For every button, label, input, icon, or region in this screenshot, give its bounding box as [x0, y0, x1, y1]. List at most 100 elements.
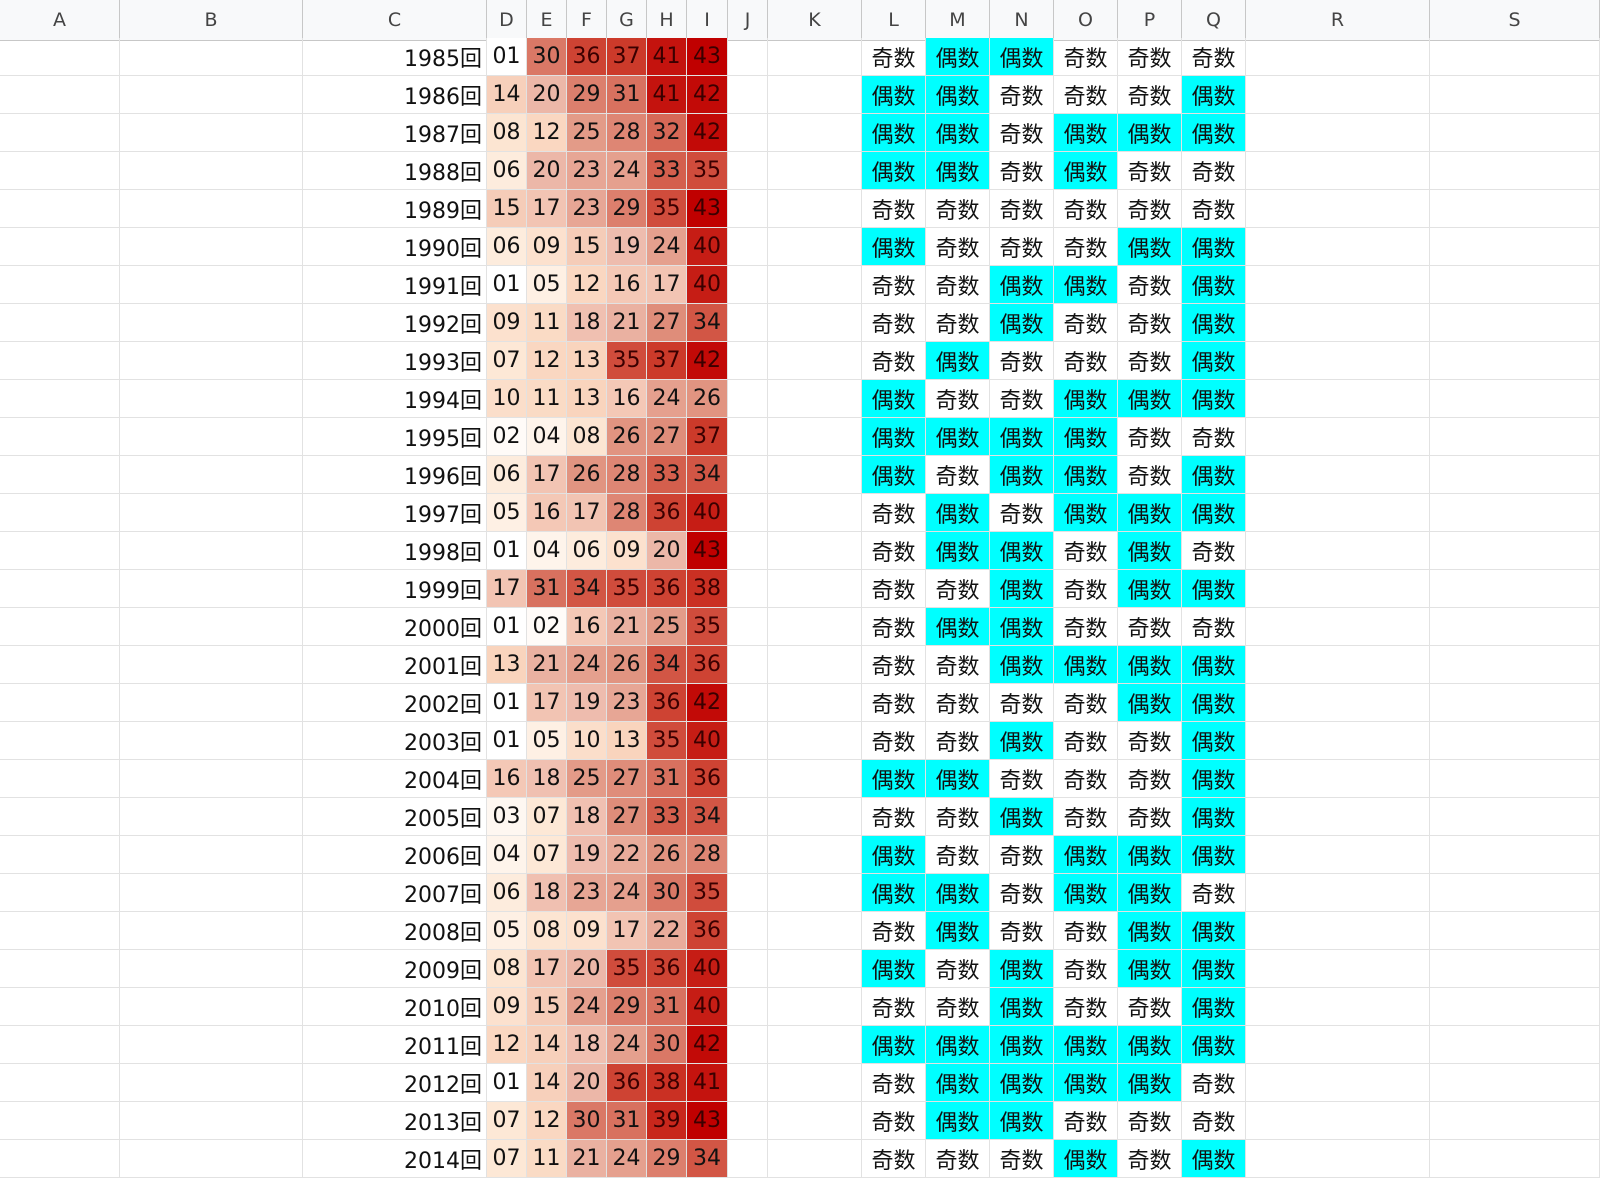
parity-cell[interactable]: 奇数 [926, 950, 990, 988]
number-cell[interactable]: 02 [527, 608, 567, 646]
empty-cell[interactable] [1246, 532, 1430, 570]
empty-cell[interactable] [1246, 380, 1430, 418]
number-cell[interactable]: 09 [527, 228, 567, 266]
empty-cell[interactable] [1246, 152, 1430, 190]
number-cell[interactable]: 12 [487, 1026, 527, 1064]
parity-cell[interactable]: 偶数 [862, 836, 926, 874]
parity-cell[interactable]: 奇数 [926, 228, 990, 266]
round-cell[interactable]: 2008回 [303, 912, 487, 950]
number-cell[interactable]: 27 [647, 418, 687, 456]
parity-cell[interactable]: 奇数 [1182, 532, 1246, 570]
empty-cell[interactable] [120, 874, 303, 912]
parity-cell[interactable]: 偶数 [926, 38, 990, 76]
empty-cell[interactable] [768, 1026, 862, 1064]
empty-cell[interactable] [120, 76, 303, 114]
number-cell[interactable]: 01 [487, 266, 527, 304]
empty-cell[interactable] [768, 608, 862, 646]
number-cell[interactable]: 43 [687, 190, 728, 228]
parity-cell[interactable]: 奇数 [1118, 1140, 1182, 1178]
number-cell[interactable]: 18 [527, 760, 567, 798]
parity-cell[interactable]: 奇数 [990, 1140, 1054, 1178]
number-cell[interactable]: 24 [567, 646, 607, 684]
number-cell[interactable]: 42 [687, 114, 728, 152]
number-cell[interactable]: 37 [607, 38, 647, 76]
parity-cell[interactable]: 奇数 [1054, 342, 1118, 380]
parity-cell[interactable]: 偶数 [1182, 912, 1246, 950]
column-header-c[interactable]: C [303, 0, 487, 41]
number-cell[interactable]: 12 [527, 114, 567, 152]
parity-cell[interactable]: 偶数 [1054, 1064, 1118, 1102]
parity-cell[interactable]: 偶数 [1118, 494, 1182, 532]
number-cell[interactable]: 17 [527, 456, 567, 494]
number-cell[interactable]: 28 [607, 114, 647, 152]
number-cell[interactable]: 35 [607, 950, 647, 988]
parity-cell[interactable]: 偶数 [1118, 836, 1182, 874]
number-cell[interactable]: 43 [687, 532, 728, 570]
number-cell[interactable]: 11 [527, 380, 567, 418]
parity-cell[interactable]: 偶数 [862, 760, 926, 798]
number-cell[interactable]: 09 [487, 988, 527, 1026]
round-cell[interactable]: 1992回 [303, 304, 487, 342]
parity-cell[interactable]: 奇数 [862, 722, 926, 760]
number-cell[interactable]: 24 [607, 1026, 647, 1064]
empty-cell[interactable] [728, 494, 768, 532]
empty-cell[interactable] [768, 304, 862, 342]
parity-cell[interactable]: 奇数 [926, 570, 990, 608]
empty-cell[interactable] [1430, 1140, 1600, 1178]
number-cell[interactable]: 34 [647, 646, 687, 684]
empty-cell[interactable] [768, 266, 862, 304]
parity-cell[interactable]: 奇数 [990, 684, 1054, 722]
round-cell[interactable]: 1994回 [303, 380, 487, 418]
parity-cell[interactable]: 奇数 [1054, 988, 1118, 1026]
empty-cell[interactable] [120, 760, 303, 798]
number-cell[interactable]: 35 [647, 722, 687, 760]
empty-cell[interactable] [120, 684, 303, 722]
number-cell[interactable]: 36 [647, 494, 687, 532]
parity-cell[interactable]: 奇数 [1054, 684, 1118, 722]
empty-cell[interactable] [768, 874, 862, 912]
number-cell[interactable]: 22 [647, 912, 687, 950]
parity-cell[interactable]: 奇数 [1054, 532, 1118, 570]
number-cell[interactable]: 35 [647, 190, 687, 228]
round-cell[interactable]: 2009回 [303, 950, 487, 988]
empty-cell[interactable] [1246, 570, 1430, 608]
empty-cell[interactable] [728, 836, 768, 874]
parity-cell[interactable]: 奇数 [926, 266, 990, 304]
parity-cell[interactable]: 奇数 [1182, 190, 1246, 228]
number-cell[interactable]: 17 [647, 266, 687, 304]
number-cell[interactable]: 17 [527, 190, 567, 228]
empty-cell[interactable] [728, 342, 768, 380]
empty-cell[interactable] [768, 228, 862, 266]
round-cell[interactable]: 2001回 [303, 646, 487, 684]
empty-cell[interactable] [120, 608, 303, 646]
number-cell[interactable]: 29 [607, 988, 647, 1026]
number-cell[interactable]: 34 [567, 570, 607, 608]
number-cell[interactable]: 20 [527, 152, 567, 190]
empty-cell[interactable] [768, 836, 862, 874]
parity-cell[interactable]: 奇数 [990, 114, 1054, 152]
number-cell[interactable]: 31 [607, 1102, 647, 1140]
parity-cell[interactable]: 奇数 [1054, 912, 1118, 950]
round-cell[interactable]: 2007回 [303, 874, 487, 912]
number-cell[interactable]: 25 [647, 608, 687, 646]
number-cell[interactable]: 36 [647, 950, 687, 988]
empty-cell[interactable] [1430, 722, 1600, 760]
empty-cell[interactable] [120, 456, 303, 494]
empty-cell[interactable] [1430, 190, 1600, 228]
number-cell[interactable]: 36 [687, 760, 728, 798]
number-cell[interactable]: 32 [647, 114, 687, 152]
number-cell[interactable]: 17 [487, 570, 527, 608]
number-cell[interactable]: 23 [607, 684, 647, 722]
parity-cell[interactable]: 奇数 [1118, 988, 1182, 1026]
parity-cell[interactable]: 奇数 [990, 912, 1054, 950]
number-cell[interactable]: 20 [647, 532, 687, 570]
number-cell[interactable]: 34 [687, 1140, 728, 1178]
number-cell[interactable]: 13 [487, 646, 527, 684]
parity-cell[interactable]: 偶数 [862, 380, 926, 418]
parity-cell[interactable]: 奇数 [926, 456, 990, 494]
parity-cell[interactable]: 奇数 [862, 684, 926, 722]
parity-cell[interactable]: 奇数 [926, 646, 990, 684]
empty-cell[interactable] [1246, 228, 1430, 266]
parity-cell[interactable]: 偶数 [862, 152, 926, 190]
round-cell[interactable]: 1991回 [303, 266, 487, 304]
